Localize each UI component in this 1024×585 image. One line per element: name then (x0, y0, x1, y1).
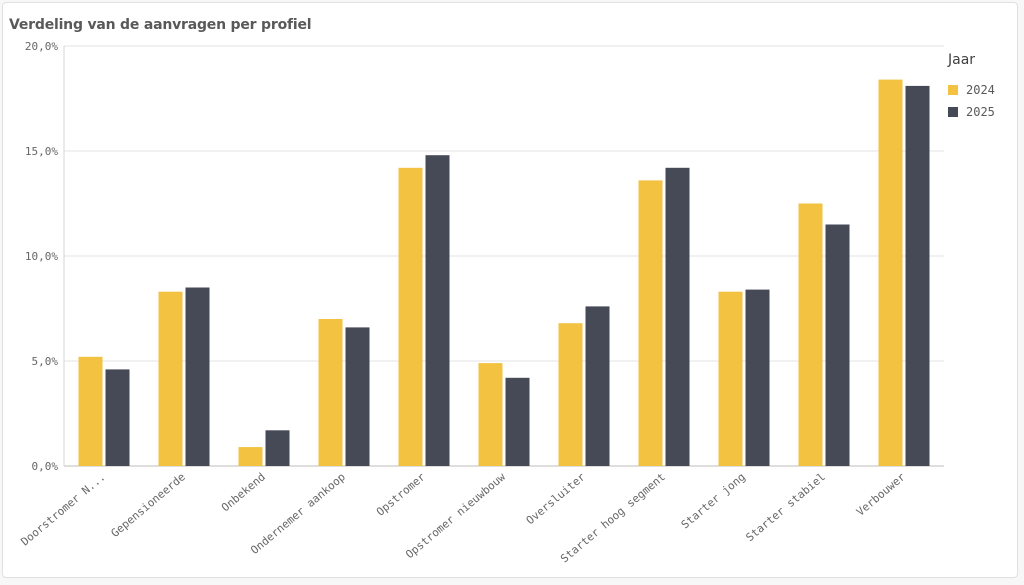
x-tick-label: Opstromer (374, 470, 428, 519)
y-tick-label: 15,0% (25, 145, 58, 158)
bar-2025[interactable] (585, 306, 610, 466)
bar-2024[interactable] (638, 180, 663, 466)
legend-title: Jaar (948, 52, 976, 68)
bar-2025[interactable] (105, 369, 130, 466)
x-tick-label: Onbekend (219, 470, 268, 514)
x-tick-label: Starter stabiel (743, 470, 827, 544)
bar-2025[interactable] (745, 289, 770, 466)
legend-swatch (948, 107, 958, 117)
bars (78, 79, 930, 467)
x-tick-label: Gepensioneerde (109, 470, 188, 540)
legend-swatch (948, 85, 958, 95)
y-axis-ticks: 0,0% 5,0% 10,0% 15,0% 20,0% (25, 40, 58, 473)
y-tick-label: 20,0% (25, 40, 58, 53)
bar-2024[interactable] (398, 167, 423, 467)
bar-2024[interactable] (78, 356, 103, 466)
bar-2024[interactable] (558, 323, 583, 466)
legend-item-2025[interactable]: 2025 (948, 104, 995, 120)
x-axis-labels: Doorstromer N... Gepensioneerde OnbekendOn… (18, 470, 908, 565)
bar-2025[interactable] (665, 167, 690, 467)
x-tick-label: Starter jong (679, 470, 748, 531)
bar-2024[interactable] (798, 203, 823, 467)
bar-2025[interactable] (825, 224, 850, 467)
bar-2024[interactable] (478, 363, 503, 466)
bar-2024[interactable] (238, 447, 263, 466)
legend-label: 2025 (966, 105, 995, 119)
bar-2025[interactable] (345, 327, 370, 466)
bar-2024[interactable] (318, 319, 343, 466)
x-tick-label: Verbouwer (854, 470, 908, 519)
y-tick-label: 10,0% (25, 250, 58, 263)
x-tick-label: Oversluiter (524, 470, 588, 527)
bar-2024[interactable] (158, 291, 183, 466)
bar-2025[interactable] (185, 287, 210, 467)
bar-2025[interactable] (265, 430, 290, 466)
y-tick-label: 0,0% (32, 460, 59, 473)
bar-2025[interactable] (905, 85, 930, 467)
chart-title: Verdeling van de aanvragen per profiel (9, 17, 312, 33)
bar-2025[interactable] (505, 377, 530, 466)
y-tick-label: 5,0% (32, 355, 59, 368)
bar-2025[interactable] (425, 155, 450, 466)
bar-2024[interactable] (878, 79, 903, 466)
bar-2024[interactable] (718, 291, 743, 466)
gridlines (63, 45, 944, 467)
x-tick-label: Doorstromer N... (18, 470, 108, 548)
legend-label: 2024 (966, 83, 995, 97)
legend-item-2024[interactable]: 2024 (948, 82, 995, 98)
